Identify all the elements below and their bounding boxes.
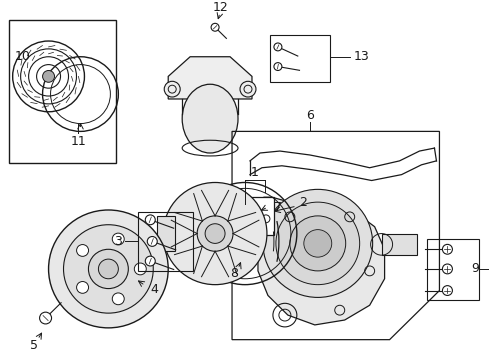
Circle shape xyxy=(442,285,452,296)
Text: 13: 13 xyxy=(354,50,369,63)
Bar xyxy=(9,21,116,163)
Circle shape xyxy=(163,183,267,285)
Bar xyxy=(244,197,274,235)
Text: 9: 9 xyxy=(471,262,479,275)
Circle shape xyxy=(276,202,360,285)
Text: 1: 1 xyxy=(251,166,259,179)
Bar xyxy=(382,234,416,255)
Circle shape xyxy=(89,249,128,289)
Text: 3: 3 xyxy=(115,235,122,248)
Circle shape xyxy=(263,189,372,297)
Circle shape xyxy=(164,81,180,97)
Bar xyxy=(270,35,330,82)
Circle shape xyxy=(442,244,452,254)
Circle shape xyxy=(76,244,89,256)
Text: 12: 12 xyxy=(212,1,228,14)
Circle shape xyxy=(43,71,54,82)
Text: 8: 8 xyxy=(230,267,238,280)
Circle shape xyxy=(145,256,155,266)
Circle shape xyxy=(197,216,233,251)
Circle shape xyxy=(112,233,124,245)
Bar xyxy=(138,212,193,271)
Circle shape xyxy=(205,224,225,243)
Text: 2: 2 xyxy=(299,195,307,209)
Circle shape xyxy=(211,23,219,31)
Polygon shape xyxy=(258,197,385,325)
Circle shape xyxy=(76,282,89,293)
Circle shape xyxy=(147,237,157,246)
Text: 10: 10 xyxy=(15,50,30,63)
Circle shape xyxy=(274,63,282,71)
Text: 11: 11 xyxy=(71,135,86,148)
Ellipse shape xyxy=(182,84,238,153)
Circle shape xyxy=(442,264,452,274)
Circle shape xyxy=(64,225,153,313)
Circle shape xyxy=(304,230,332,257)
Circle shape xyxy=(274,43,282,51)
Circle shape xyxy=(49,210,168,328)
Bar xyxy=(427,239,479,300)
Circle shape xyxy=(40,312,51,324)
Circle shape xyxy=(98,259,119,279)
Circle shape xyxy=(112,293,124,305)
Polygon shape xyxy=(168,57,252,99)
Text: 4: 4 xyxy=(150,283,158,296)
Text: 6: 6 xyxy=(306,109,314,122)
Bar xyxy=(157,216,175,251)
Circle shape xyxy=(290,216,346,271)
Circle shape xyxy=(240,81,256,97)
Text: 7: 7 xyxy=(274,201,282,213)
Circle shape xyxy=(145,215,155,225)
Text: 5: 5 xyxy=(29,339,38,352)
Circle shape xyxy=(134,263,147,275)
